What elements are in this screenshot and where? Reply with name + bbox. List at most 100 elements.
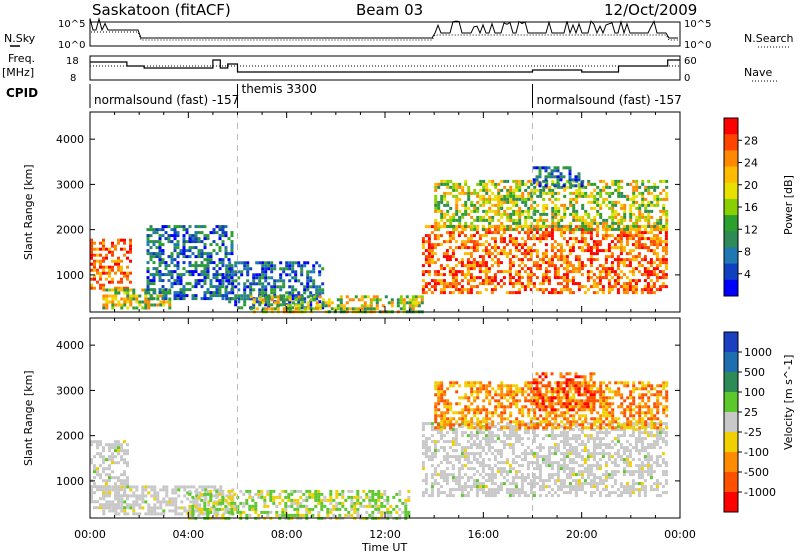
heatmap-cell [535,276,539,280]
heatmap-cell [490,279,494,283]
heatmap-cell [427,422,431,426]
heatmap-cell [378,298,382,302]
heatmap-cell [430,243,434,247]
heatmap-cell [499,455,503,459]
heatmap-cell [469,476,473,480]
heatmap-cell [455,197,459,201]
heatmap-cell [176,231,180,235]
heatmap-cell [508,234,512,238]
heatmap-cell [141,506,145,510]
heatmap-cell [605,197,609,201]
heatmap-cell [408,301,412,305]
heatmap-cell [174,506,178,510]
heatmap-cell [264,297,268,301]
heatmap-cell [227,279,231,283]
heatmap-cell [496,264,500,268]
heatmap-cell [188,264,192,268]
heatmap-cell [359,495,363,499]
heatmap-cell [631,234,635,238]
heatmap-cell [246,297,250,301]
heatmap-cell [377,510,381,514]
heatmap-cell [321,267,325,271]
heatmap-cell [170,273,174,277]
heatmap-cell [514,485,518,489]
heatmap-cell [544,485,548,489]
heatmap-cell [146,243,150,247]
heatmap-cell [404,507,408,511]
heatmap-cell [541,252,545,256]
heatmap-cell [108,274,111,278]
heatmap-cell [617,218,621,222]
heatmap-cell [565,476,569,480]
heatmap-cell [536,188,540,192]
heatmap-cell [191,246,195,250]
heatmap-cell [532,431,536,435]
heatmap-cell [532,273,536,277]
heatmap-cell [532,452,536,456]
heatmap-cell [297,291,301,295]
heatmap-cell [550,234,554,238]
heatmap-cell [571,461,575,465]
heatmap-cell [488,209,492,213]
heatmap-cell [574,255,578,259]
heatmap-cell [589,261,593,265]
heatmap-cell [448,282,452,286]
heatmap-cell [481,449,485,453]
heatmap-cell [105,494,109,498]
heatmap-cell [448,446,452,450]
heatmap-cell [619,443,623,447]
heatmap-cell [533,227,537,231]
heatmap-cell [197,507,201,511]
heatmap-cell [414,295,418,299]
heatmap-cell [183,488,187,492]
heatmap-cell [604,231,608,235]
heatmap-cell [276,304,280,308]
heatmap-cell [209,285,213,289]
heatmap-cell [478,461,482,465]
nsky-tick-low: 10^0 [58,40,85,51]
heatmap-cell [230,246,234,250]
heatmap-cell [514,428,518,432]
heatmap-cell [559,479,563,483]
heatmap-cell [493,246,497,250]
heatmap-cell [129,297,133,301]
heatmap-cell [553,264,557,268]
heatmap-cell [658,446,662,450]
heatmap-cell [521,191,525,195]
heatmap-cell [640,258,644,262]
heatmap-cell [589,270,593,274]
heatmap-cell [395,510,399,514]
heatmap-cell [646,282,650,286]
heatmap-cell [221,225,225,229]
heatmap-cell [218,507,222,511]
heatmap-cell [532,243,536,247]
heatmap-cell [511,482,515,486]
heatmap-cell [514,473,518,477]
heatmap-cell [547,234,551,238]
heatmap-cell [173,294,177,298]
heatmap-cell [448,291,452,295]
heatmap-cell [493,240,497,244]
heatmap-cell [581,206,585,210]
heatmap-cell [577,443,581,447]
heatmap-cell [659,179,663,183]
heatmap-cell [227,282,231,286]
heatmap-cell [442,291,446,295]
heatmap-cell [580,455,584,459]
heatmap-cell [147,506,151,510]
heatmap-cell [640,476,644,480]
heatmap-cell [267,282,271,286]
heatmap-cell [377,489,381,493]
heatmap-cell [562,455,566,459]
heatmap-cell [209,507,213,511]
heatmap-cell [520,437,524,441]
heatmap-cell [580,440,584,444]
heatmap-cell [224,252,228,256]
heatmap-cell [662,179,666,183]
heatmap-cell [595,285,599,289]
heatmap-cell [628,282,632,286]
heatmap-cell [469,443,473,447]
heatmap-cell [457,455,461,459]
heatmap-cell [509,194,513,198]
heatmap-cell [93,268,96,272]
